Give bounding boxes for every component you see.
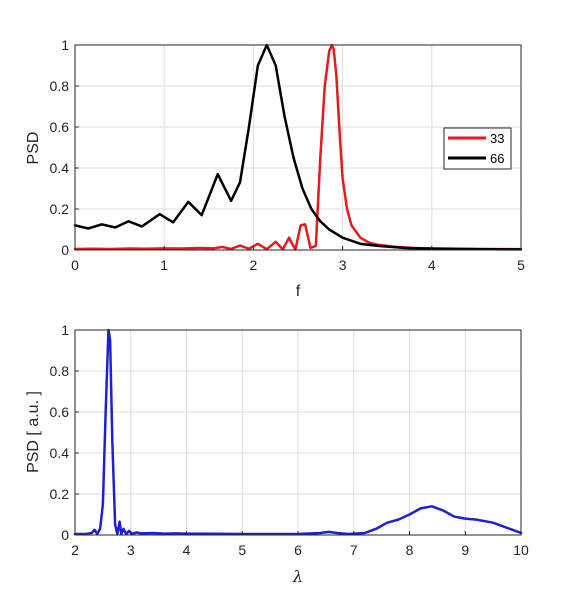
y-tick-label: 0 [61, 242, 69, 258]
legend-label-33: 33 [490, 131, 504, 146]
x-axis-label: f [296, 283, 301, 300]
y-axis-label: PSD [ a.u. ] [25, 391, 42, 473]
x-tick-label: 8 [406, 542, 414, 558]
x-tick-label: 7 [350, 542, 358, 558]
x-tick-label: 9 [461, 542, 469, 558]
y-tick-label: 0.6 [50, 404, 70, 420]
x-tick-label: 2 [250, 257, 258, 273]
x-tick-label: 2 [71, 542, 79, 558]
y-tick-label: 1 [61, 322, 69, 338]
psd-frequency-plot: 0 1 2 3 4 5 0 0.2 0.4 0.6 0.8 1 f PSD 33 66 [25, 37, 525, 300]
x-tick-label: 1 [160, 257, 168, 273]
psd-lambda-plot: 2 3 4 5 6 7 8 9 10 0 0.2 0.4 0.6 0.8 1 λ PSD [ a.u. ] [25, 322, 529, 586]
x-tick-label: 5 [238, 542, 246, 558]
y-tick-label: 0.2 [50, 201, 70, 217]
legend-box [443, 127, 512, 170]
legend: 33 66 [443, 127, 512, 170]
x-axis-label: λ [292, 567, 303, 586]
y-tick-label: 0.8 [50, 363, 70, 379]
x-tick-label: 3 [127, 542, 135, 558]
y-axis-label: PSD [25, 132, 42, 165]
y-tick-label: 0.4 [50, 160, 70, 176]
series-group [73, 43, 523, 251]
axes-box [74, 44, 522, 251]
y-tick-label: 0.4 [50, 445, 70, 461]
y-tick-label: 1 [61, 37, 69, 53]
tick-labels: 2 3 4 5 6 7 8 9 10 0 0.2 0.4 0.6 0.8 1 [50, 322, 529, 558]
x-tick-label: 10 [513, 542, 529, 558]
y-tick-label: 0.8 [50, 78, 70, 94]
legend-label-66: 66 [490, 151, 504, 166]
tick-labels: 0 1 2 3 4 5 0 0.2 0.4 0.6 0.8 1 [50, 37, 526, 273]
x-tick-label: 4 [428, 257, 436, 273]
series-line [73, 328, 523, 536]
y-tick-label: 0.2 [50, 486, 70, 502]
series-group [73, 328, 523, 536]
series-line-66 [73, 43, 523, 251]
x-tick-label: 3 [339, 257, 347, 273]
y-tick-label: 0 [61, 527, 69, 543]
x-tick-label: 6 [294, 542, 302, 558]
x-tick-label: 4 [183, 542, 191, 558]
y-tick-label: 0.6 [50, 119, 70, 135]
x-tick-label: 5 [517, 257, 525, 273]
x-tick-label: 0 [71, 257, 79, 273]
series-line-33 [73, 43, 523, 251]
